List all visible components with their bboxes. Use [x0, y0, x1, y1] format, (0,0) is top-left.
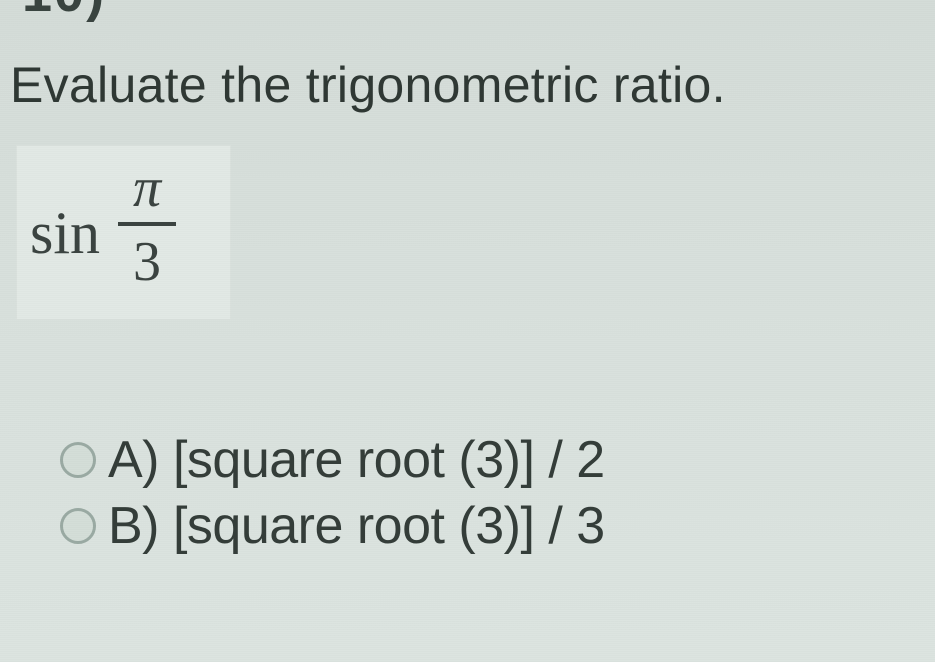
answer-option-a[interactable]: A) [square root (3)] / 2 — [60, 430, 605, 490]
expression-function: sin — [30, 199, 100, 268]
option-text: A) [square root (3)] / 2 — [108, 430, 605, 490]
radio-icon[interactable] — [60, 442, 96, 478]
answer-option-b[interactable]: B) [square root (3)] / 3 — [60, 496, 605, 556]
expression-fraction: π 3 — [118, 160, 176, 290]
expression: sin π 3 — [30, 160, 176, 290]
expression-denominator: 3 — [133, 230, 161, 290]
question-prompt: Evaluate the trigonometric ratio. — [10, 56, 726, 114]
radio-icon[interactable] — [60, 508, 96, 544]
option-text: B) [square root (3)] / 3 — [108, 496, 605, 556]
question-number-cropped: 10) — [22, 0, 106, 24]
expression-numerator: π — [133, 160, 161, 220]
expression-fraction-bar — [118, 222, 176, 226]
answer-options: A) [square root (3)] / 2 B) [square root… — [60, 430, 605, 562]
